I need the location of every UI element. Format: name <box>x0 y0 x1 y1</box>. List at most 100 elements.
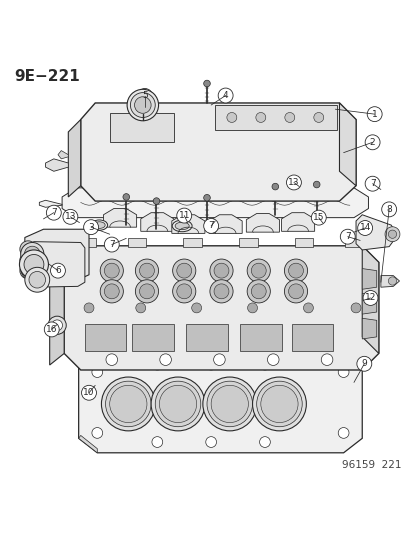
Circle shape <box>152 437 162 447</box>
Circle shape <box>151 377 204 431</box>
Text: 7: 7 <box>109 240 114 249</box>
Circle shape <box>104 237 119 252</box>
Polygon shape <box>78 435 97 453</box>
Circle shape <box>21 243 44 265</box>
Circle shape <box>211 385 248 423</box>
Circle shape <box>271 183 278 190</box>
Circle shape <box>205 359 216 370</box>
Circle shape <box>226 112 236 123</box>
Circle shape <box>362 290 377 305</box>
Text: 13: 13 <box>64 212 76 221</box>
Text: 9E−221: 9E−221 <box>14 69 80 84</box>
Circle shape <box>139 284 154 299</box>
Polygon shape <box>361 318 376 339</box>
Circle shape <box>381 202 396 217</box>
Polygon shape <box>78 353 361 453</box>
Circle shape <box>311 210 325 225</box>
Text: 3: 3 <box>88 223 94 232</box>
Circle shape <box>214 263 228 278</box>
Circle shape <box>104 284 119 299</box>
Polygon shape <box>291 325 332 351</box>
Circle shape <box>356 357 371 372</box>
Text: 12: 12 <box>364 294 375 302</box>
Circle shape <box>135 259 158 282</box>
Circle shape <box>320 354 332 366</box>
Circle shape <box>159 385 196 423</box>
Circle shape <box>247 280 270 303</box>
Circle shape <box>92 427 102 438</box>
Circle shape <box>100 280 123 303</box>
Circle shape <box>104 263 119 278</box>
Circle shape <box>81 385 96 400</box>
Circle shape <box>284 112 294 123</box>
Circle shape <box>357 221 372 236</box>
Text: 11: 11 <box>178 211 190 220</box>
Text: 9: 9 <box>361 359 366 368</box>
Text: 7: 7 <box>208 221 214 230</box>
Circle shape <box>364 176 379 191</box>
Polygon shape <box>78 238 96 247</box>
Text: 7: 7 <box>369 179 375 188</box>
Circle shape <box>259 437 270 447</box>
Circle shape <box>209 259 233 282</box>
Polygon shape <box>281 213 314 231</box>
Circle shape <box>105 381 151 427</box>
Circle shape <box>176 263 191 278</box>
Circle shape <box>23 255 33 265</box>
Circle shape <box>259 359 270 370</box>
Circle shape <box>29 271 45 288</box>
Circle shape <box>387 277 396 285</box>
Circle shape <box>288 263 303 278</box>
Circle shape <box>20 241 36 257</box>
Circle shape <box>155 381 200 427</box>
Polygon shape <box>215 105 337 130</box>
Polygon shape <box>132 325 173 351</box>
Polygon shape <box>209 215 242 233</box>
Text: 96159  221: 96159 221 <box>341 460 401 470</box>
Ellipse shape <box>91 220 107 230</box>
Circle shape <box>44 322 59 337</box>
Circle shape <box>152 359 162 370</box>
Polygon shape <box>103 208 136 227</box>
Polygon shape <box>50 262 64 365</box>
Circle shape <box>20 262 36 279</box>
Circle shape <box>267 354 278 366</box>
Text: 10: 10 <box>83 388 95 397</box>
Polygon shape <box>361 293 376 314</box>
Circle shape <box>252 377 306 431</box>
Circle shape <box>101 377 155 431</box>
Circle shape <box>218 88 233 103</box>
Text: 7: 7 <box>344 232 350 241</box>
Circle shape <box>313 112 323 123</box>
Polygon shape <box>64 246 378 370</box>
Text: 8: 8 <box>385 205 391 214</box>
Circle shape <box>46 205 61 220</box>
Circle shape <box>153 198 159 204</box>
Circle shape <box>339 229 354 244</box>
Circle shape <box>191 303 201 313</box>
Circle shape <box>159 354 171 366</box>
Polygon shape <box>25 229 89 283</box>
Text: 16: 16 <box>46 325 57 334</box>
Text: 15: 15 <box>312 213 324 222</box>
Circle shape <box>123 193 129 200</box>
Circle shape <box>106 354 117 366</box>
Circle shape <box>364 135 379 150</box>
Polygon shape <box>361 246 378 353</box>
Circle shape <box>213 354 225 366</box>
Circle shape <box>251 263 266 278</box>
Circle shape <box>337 427 348 438</box>
Circle shape <box>21 257 44 280</box>
Polygon shape <box>183 238 201 247</box>
Polygon shape <box>239 238 257 247</box>
Circle shape <box>256 381 301 427</box>
Circle shape <box>48 316 66 334</box>
Circle shape <box>176 208 191 223</box>
Circle shape <box>209 280 233 303</box>
Circle shape <box>366 107 381 122</box>
Circle shape <box>83 220 98 235</box>
Text: 13: 13 <box>287 178 299 187</box>
Polygon shape <box>186 325 227 351</box>
Circle shape <box>23 244 33 254</box>
Polygon shape <box>240 325 281 351</box>
